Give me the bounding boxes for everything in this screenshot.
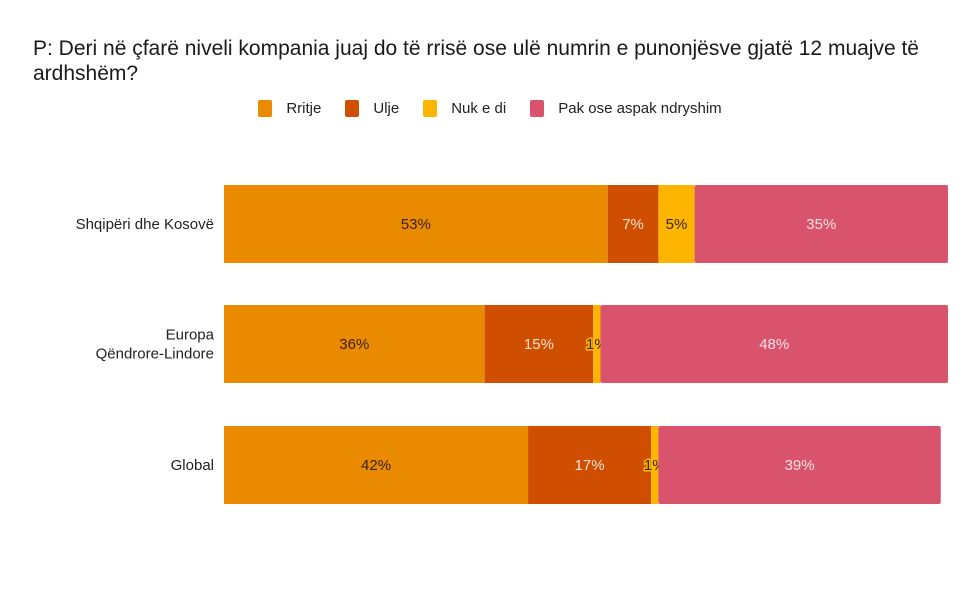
bar-segment-pak-ose-aspak-ndryshim xyxy=(694,185,948,263)
legend-item-rritje: Rritje xyxy=(258,100,321,117)
data-label: 35% xyxy=(806,216,836,233)
data-label: 48% xyxy=(759,336,789,353)
category-label: Qëndrore-Lindore xyxy=(96,346,214,363)
legend-item-ulje: Ulje xyxy=(345,100,399,117)
data-label: 15% xyxy=(524,336,554,353)
bar-row: Global 42% 17% 1% 39% xyxy=(171,426,941,504)
bar-segment-rritje xyxy=(224,305,485,383)
bar-segment-nuk-e-di xyxy=(658,185,695,263)
legend-swatch-pak-ose-aspak-ndryshim xyxy=(530,100,545,117)
bar-segment-pak-ose-aspak-ndryshim xyxy=(600,305,948,383)
bar-segment-ulje xyxy=(607,185,659,263)
category-label: Shqipëri dhe Kosovë xyxy=(76,216,214,233)
legend-label-nuk-e-di: Nuk e di xyxy=(451,100,507,117)
data-label: 53% xyxy=(401,216,431,233)
data-label: 7% xyxy=(622,216,644,233)
legend-item-pak-ose-aspak-ndryshim: Pak ose aspak ndryshim xyxy=(530,100,722,117)
data-label: 17% xyxy=(575,457,605,474)
bar-segment-nuk-e-di xyxy=(593,305,601,383)
bar-segment-pak-ose-aspak-ndryshim xyxy=(658,426,941,504)
data-label: 42% xyxy=(361,457,391,474)
bar-segment-rritje xyxy=(224,426,529,504)
bar-segment-ulje xyxy=(484,305,594,383)
chart-title: P: Deri në çfarë niveli kompania juaj do… xyxy=(33,37,919,85)
bar-row: Shqipëri dhe Kosovë 53% 7% 5% 35% xyxy=(76,185,948,263)
category-label: Europa xyxy=(166,327,215,344)
legend-label-pak-ose-aspak-ndryshim: Pak ose aspak ndryshim xyxy=(558,100,722,117)
bar-segment-nuk-e-di xyxy=(651,426,659,504)
category-label: Global xyxy=(171,457,214,474)
legend-swatch-ulje xyxy=(345,100,360,117)
bar-segment-rritje xyxy=(224,185,608,263)
legend-swatch-rritje xyxy=(258,100,273,117)
legend-item-nuk-e-di: Nuk e di xyxy=(423,100,506,117)
legend-label-rritje: Rritje xyxy=(286,100,322,117)
data-label: 39% xyxy=(785,457,815,474)
legend-swatch-nuk-e-di xyxy=(423,100,438,117)
data-label: 36% xyxy=(339,336,369,353)
legend-label-ulje: Ulje xyxy=(373,100,400,117)
data-label: 5% xyxy=(666,216,688,233)
legend: Rritje Ulje Nuk e di Pak ose aspak ndrys… xyxy=(0,100,980,117)
bar-segment-ulje xyxy=(528,426,652,504)
